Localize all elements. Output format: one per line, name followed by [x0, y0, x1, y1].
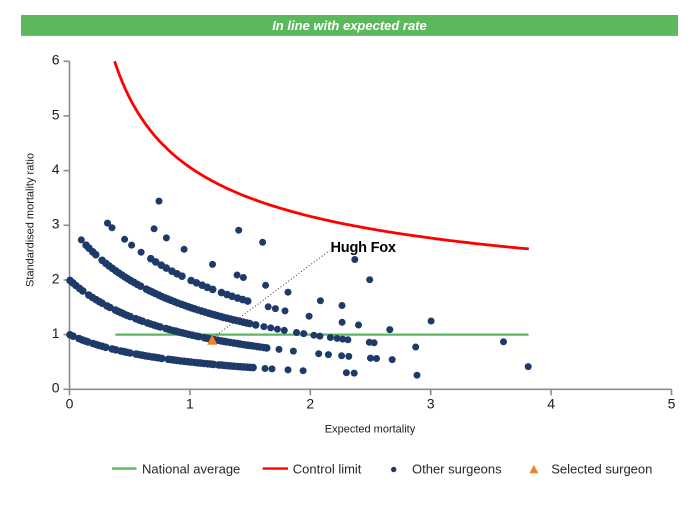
- svg-text:Selected surgeon: Selected surgeon: [551, 462, 652, 477]
- svg-text:5: 5: [52, 106, 60, 122]
- svg-text:6: 6: [52, 52, 60, 68]
- svg-text:1: 1: [52, 325, 60, 341]
- svg-text:4: 4: [52, 161, 60, 177]
- svg-text:0: 0: [66, 396, 74, 412]
- svg-text:Hugh Fox: Hugh Fox: [331, 240, 397, 256]
- svg-text:Expected mortality: Expected mortality: [325, 423, 416, 435]
- svg-text:Standardised mortality ratio: Standardised mortality ratio: [25, 153, 37, 287]
- svg-text:5: 5: [668, 396, 676, 412]
- svg-text:2: 2: [306, 396, 314, 412]
- svg-text:4: 4: [547, 396, 555, 412]
- svg-text:National average: National average: [142, 462, 240, 477]
- svg-text:0: 0: [52, 380, 60, 396]
- svg-text:In line with expected rate: In line with expected rate: [272, 18, 427, 33]
- svg-text:2: 2: [52, 270, 60, 286]
- svg-text:Control limit: Control limit: [293, 462, 362, 477]
- svg-text:1: 1: [186, 396, 194, 412]
- svg-text:Other surgeons: Other surgeons: [412, 462, 502, 477]
- svg-text:3: 3: [427, 396, 435, 412]
- svg-text:3: 3: [52, 216, 60, 232]
